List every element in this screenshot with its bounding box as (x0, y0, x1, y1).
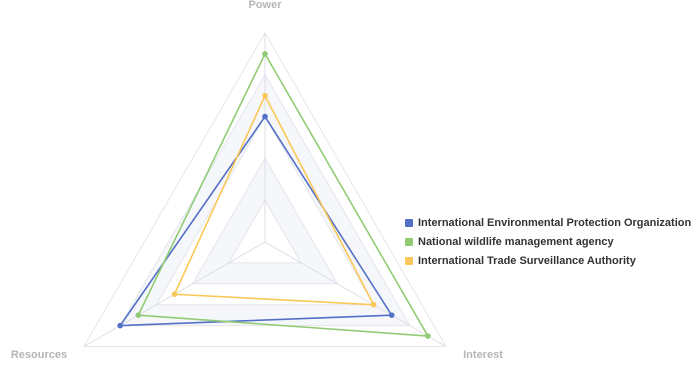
legend-swatch (405, 218, 413, 227)
data-point[interactable] (117, 322, 124, 329)
axis-label-resources: Resources (11, 349, 67, 361)
legend-item[interactable]: National wildlife management agency (405, 232, 691, 251)
data-point[interactable] (425, 333, 431, 339)
data-point[interactable] (262, 51, 268, 57)
series-line (173, 94, 375, 306)
data-point[interactable] (135, 312, 142, 318)
axis-label-interest: Interest (463, 349, 503, 361)
axis-label-power: Power (248, 0, 282, 11)
data-point[interactable] (262, 92, 268, 99)
data-point[interactable] (370, 301, 377, 308)
legend-swatch (405, 237, 413, 246)
legend-item[interactable]: International Environmental Protection O… (405, 213, 691, 232)
legend-label: International Trade Surveillance Authori… (418, 254, 636, 267)
legend-swatch (405, 256, 413, 265)
radar-series (117, 51, 431, 339)
legend: International Environmental Protection O… (405, 213, 691, 270)
legend-label: National wildlife management agency (418, 235, 614, 248)
legend-label: International Environmental Protection O… (418, 216, 692, 229)
data-point[interactable] (262, 113, 268, 120)
series-line (119, 115, 393, 327)
series-line (137, 53, 429, 337)
data-point[interactable] (388, 312, 395, 318)
radar-spoke (264, 241, 447, 347)
data-point[interactable] (171, 291, 178, 298)
legend-item[interactable]: International Trade Surveillance Authori… (405, 251, 691, 270)
